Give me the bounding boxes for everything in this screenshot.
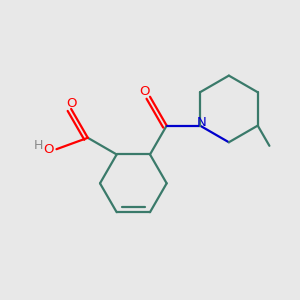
Text: H: H — [34, 140, 43, 152]
Text: O: O — [43, 143, 53, 156]
Text: N: N — [197, 116, 206, 129]
Text: O: O — [66, 98, 76, 110]
Text: O: O — [140, 85, 150, 98]
